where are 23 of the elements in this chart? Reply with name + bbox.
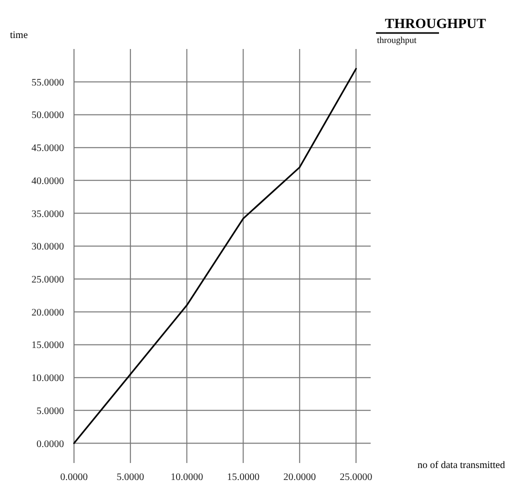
y-tick-label: 0.0000 bbox=[36, 438, 64, 450]
y-tick-label: 25.0000 bbox=[32, 274, 64, 286]
x-tick-label: 25.0000 bbox=[340, 472, 372, 482]
x-tick-label: 15.0000 bbox=[226, 472, 260, 482]
y-tick-label: 20.0000 bbox=[32, 307, 64, 318]
y-tick-label: 40.0000 bbox=[32, 176, 64, 187]
x-tick-label: 10.0000 bbox=[170, 472, 204, 482]
y-axis-title: time bbox=[10, 30, 28, 41]
line-series bbox=[73, 68, 357, 444]
y-tick-label: 30.0000 bbox=[32, 242, 64, 253]
y-tick-label: 35.0000 bbox=[32, 208, 64, 220]
y-tick-label: 15.0000 bbox=[32, 340, 64, 352]
y-tick-label: 10.0000 bbox=[32, 373, 64, 384]
y-tick-label: 5.0000 bbox=[36, 406, 64, 417]
x-tick-label: 0.0000 bbox=[60, 472, 88, 482]
y-tick-label: 50.0000 bbox=[32, 110, 64, 122]
x-tick-label: 5.0000 bbox=[116, 472, 144, 482]
text: throughput bbox=[377, 35, 417, 45]
y-tick-label: 45.0000 bbox=[32, 143, 64, 154]
text: THROUGHPUT bbox=[384, 17, 487, 32]
x-tick-label: 20.0000 bbox=[283, 472, 316, 482]
x-axis-title: no of data transmitted bbox=[418, 460, 505, 471]
y-tick-label: 55.0000 bbox=[32, 77, 64, 88]
